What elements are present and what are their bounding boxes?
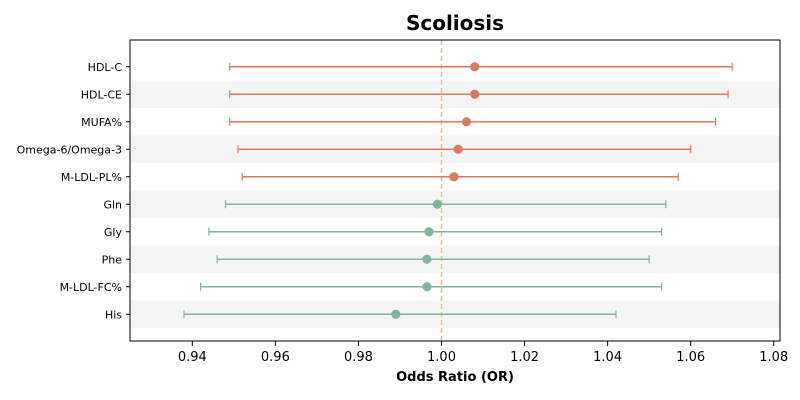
or-point [391, 309, 401, 319]
or-point [432, 199, 442, 209]
x-tick-label: 0.98 [344, 350, 373, 365]
data-marks [183, 62, 733, 319]
chart-title: Scoliosis [406, 11, 504, 35]
or-point [422, 282, 432, 292]
y-tick-label: M-LDL-FC% [60, 281, 122, 294]
or-point [422, 254, 432, 264]
y-tick-label: His [105, 308, 122, 321]
or-point [461, 117, 472, 127]
y-tick-label: HDL-CE [81, 88, 122, 101]
x-tick-label: 0.96 [261, 350, 290, 365]
x-tick-label: 1.00 [427, 350, 456, 365]
y-tick-label: Gln [103, 198, 122, 211]
or-point [453, 144, 463, 154]
x-axis-label: Odds Ratio (OR) [396, 370, 514, 385]
y-tick-label: MUFA% [81, 116, 122, 129]
x-axis-ticks: 0.94 0.96 0.98 1.00 1.02 1.04 1.06 1.08 [178, 341, 788, 365]
x-tick-label: 1.08 [759, 350, 788, 365]
or-point [470, 62, 480, 72]
y-tick-label: HDL-C [88, 61, 123, 74]
x-tick-label: 1.06 [676, 350, 705, 365]
x-tick-label: 1.02 [510, 350, 539, 365]
or-point [470, 89, 480, 99]
y-tick-label: Omega-6/Omega-3 [17, 143, 122, 156]
or-point [449, 172, 459, 182]
plot-frame [129, 39, 781, 342]
x-tick-label: 0.94 [178, 350, 207, 365]
y-tick-label: M-LDL-PL% [61, 171, 122, 184]
x-tick-label: 1.04 [593, 350, 622, 365]
y-tick-label: Gly [104, 226, 123, 239]
y-axis-ticks: HDL-C HDL-CE MUFA% Omega-6/Omega-3 M-LDL-PL%… [17, 61, 130, 321]
y-tick-label: Phe [102, 253, 123, 266]
or-point [424, 227, 434, 237]
